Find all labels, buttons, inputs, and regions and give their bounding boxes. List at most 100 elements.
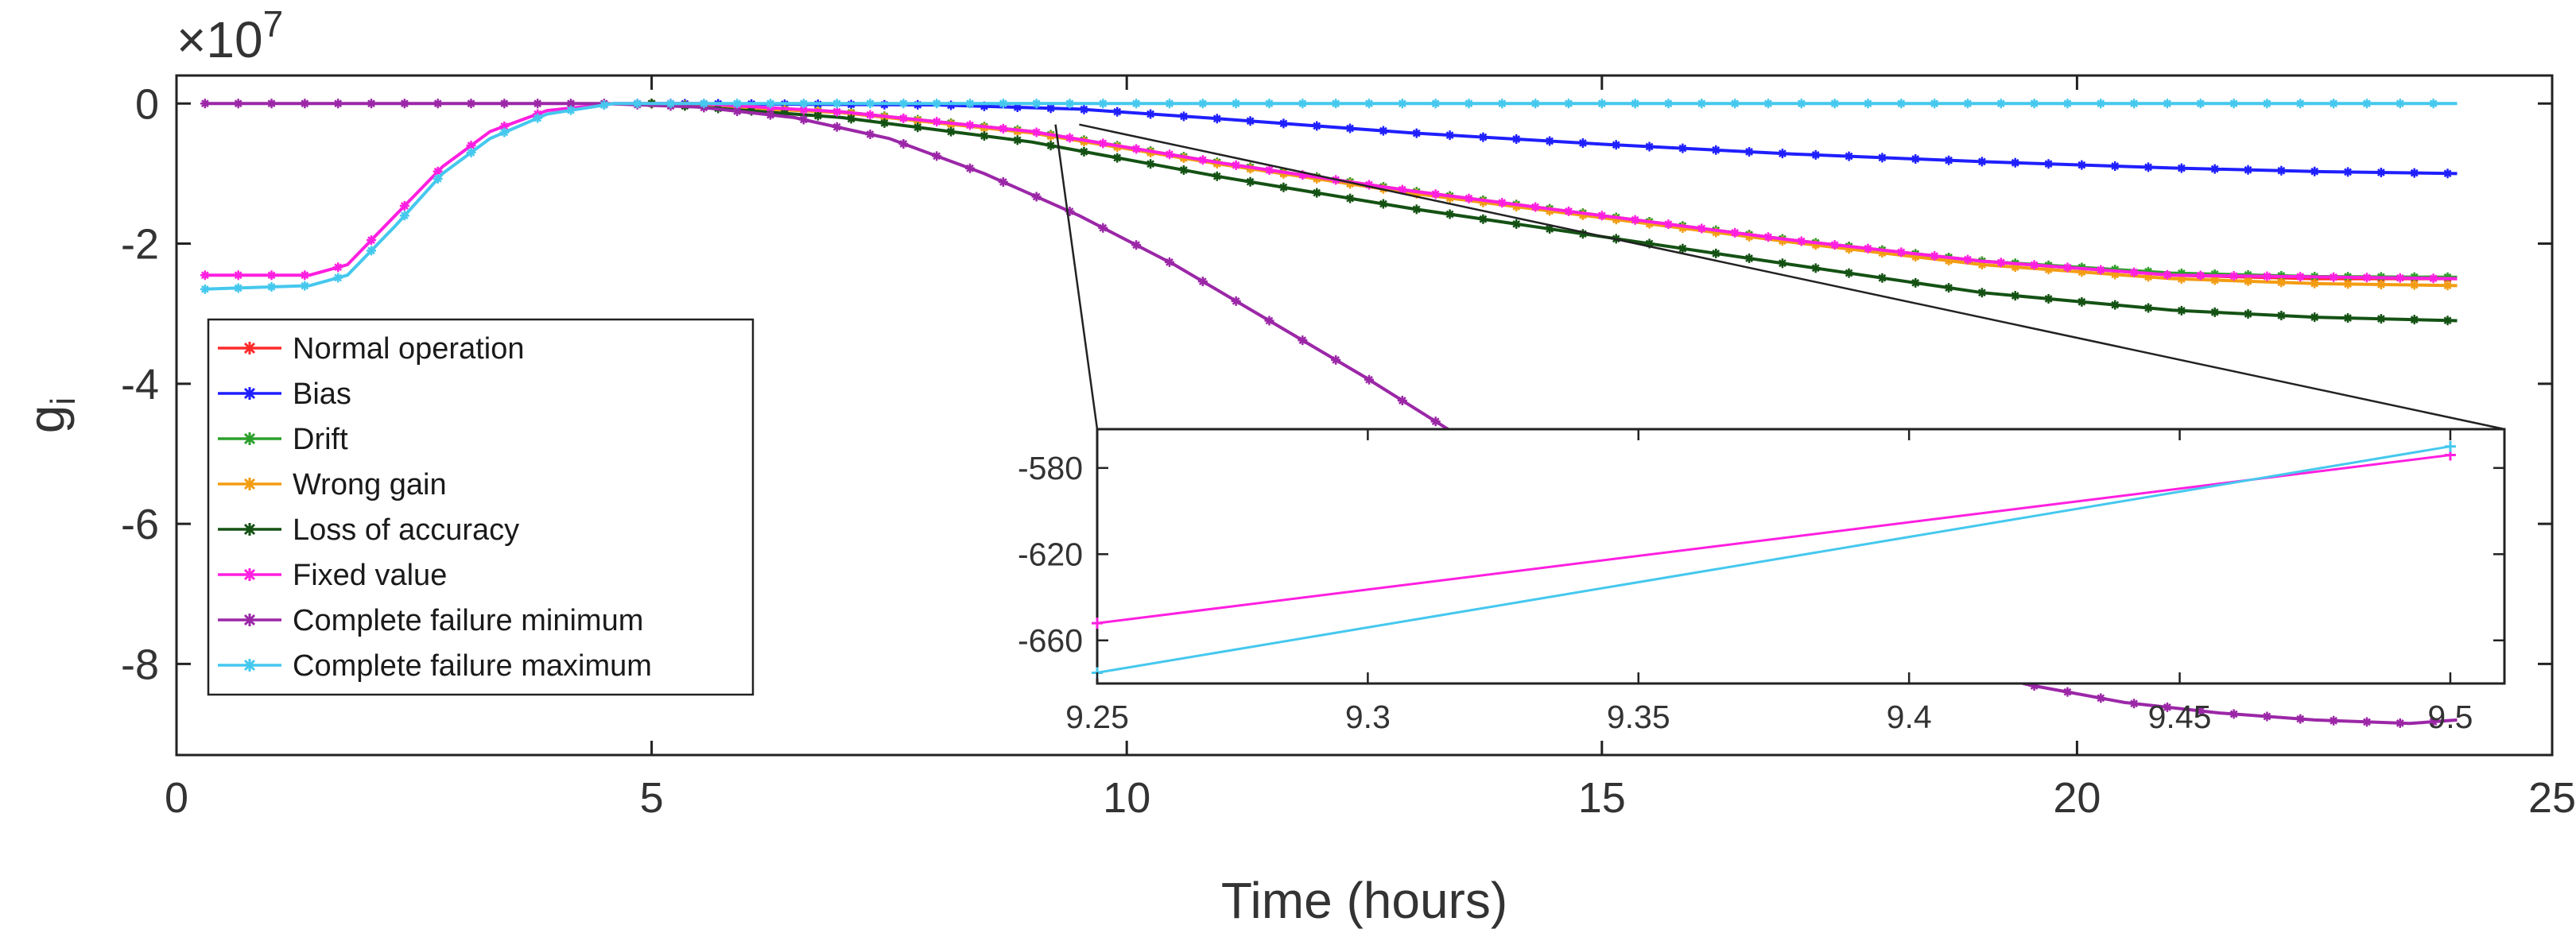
y-exponent-power: 7 bbox=[263, 3, 284, 45]
series-marker bbox=[1364, 374, 1374, 385]
series-marker bbox=[1345, 193, 1356, 203]
main-plot-frame bbox=[175, 74, 2554, 757]
series-marker bbox=[766, 99, 775, 109]
series-marker bbox=[499, 121, 510, 131]
legend-label: Drift bbox=[293, 423, 348, 456]
series-marker bbox=[1863, 99, 1873, 109]
main-axis-ticks: 0 5 10 15 20 25 0 -2 -4 -6 -8 bbox=[121, 76, 2576, 822]
legend-item-fixed-value: Fixed value bbox=[218, 559, 447, 592]
series-marker bbox=[333, 99, 343, 109]
series-marker bbox=[1577, 210, 1588, 220]
y-exponent-base: ×10 bbox=[177, 11, 263, 68]
series-marker bbox=[2029, 260, 2039, 270]
series-marker bbox=[946, 126, 956, 137]
series-marker bbox=[1711, 145, 1721, 155]
series-marker bbox=[1744, 254, 1755, 264]
series-marker bbox=[2276, 277, 2287, 288]
series-line-fixed-value bbox=[204, 102, 2458, 281]
series-marker bbox=[1445, 130, 1455, 141]
series-marker bbox=[1944, 283, 1954, 293]
series-marker bbox=[1996, 99, 2006, 109]
series-marker bbox=[2209, 164, 2220, 174]
series-marker bbox=[1464, 193, 1474, 203]
series-marker bbox=[466, 141, 476, 151]
series-marker bbox=[898, 138, 909, 149]
inset-y-tick-label: -580 bbox=[1018, 450, 1083, 486]
series-marker bbox=[1098, 138, 1108, 149]
series-marker bbox=[1511, 134, 1522, 145]
series-marker bbox=[1777, 149, 1787, 159]
y-tick-label: -8 bbox=[121, 641, 159, 688]
series-marker bbox=[1930, 250, 1940, 261]
inset-y-tick-label: -660 bbox=[1018, 622, 1083, 659]
series-marker bbox=[2329, 272, 2339, 282]
series-marker bbox=[1430, 416, 1441, 427]
series-marker bbox=[1777, 236, 1787, 246]
y-axis-title-main: g bbox=[17, 405, 75, 434]
series-marker bbox=[1445, 209, 1455, 219]
y-tick-label: -2 bbox=[121, 221, 159, 269]
series-line-drift bbox=[651, 102, 2458, 279]
series-marker bbox=[2209, 307, 2220, 317]
series-marker bbox=[466, 147, 476, 157]
series-complete-failure-maximum bbox=[200, 99, 2458, 294]
series-marker bbox=[2329, 715, 2339, 726]
series-marker bbox=[233, 99, 243, 109]
series-marker bbox=[2077, 160, 2087, 170]
series-marker bbox=[367, 99, 377, 109]
series-marker bbox=[1678, 223, 1688, 234]
series-marker bbox=[1445, 193, 1455, 203]
legend-swatch-marker bbox=[243, 523, 256, 536]
series-marker bbox=[1829, 240, 1840, 250]
series-marker bbox=[2395, 273, 2405, 283]
series-marker bbox=[333, 273, 343, 283]
series-marker bbox=[2043, 265, 2054, 275]
series-marker bbox=[1378, 126, 1388, 136]
series-marker bbox=[1430, 189, 1441, 199]
series-marker bbox=[2310, 278, 2320, 288]
series-marker bbox=[2262, 271, 2272, 281]
series-marker bbox=[2176, 163, 2186, 173]
series-marker bbox=[1478, 197, 1488, 207]
series-marker bbox=[1231, 99, 1241, 109]
series-marker bbox=[1278, 168, 1289, 179]
legend-item-bias: Bias bbox=[218, 378, 351, 411]
series-marker bbox=[1663, 219, 1674, 230]
series-marker bbox=[466, 99, 476, 109]
series-marker bbox=[1098, 223, 1108, 233]
x-tick-label: 25 bbox=[2528, 774, 2576, 822]
series-marker bbox=[2262, 711, 2272, 722]
series-marker bbox=[2243, 308, 2253, 319]
x-tick-label: 0 bbox=[165, 774, 188, 822]
series-marker bbox=[998, 99, 1008, 109]
series-marker bbox=[1977, 288, 1987, 298]
series-marker bbox=[1944, 155, 1954, 165]
series-marker bbox=[932, 99, 942, 109]
series-marker bbox=[2329, 99, 2339, 109]
series-marker bbox=[1730, 99, 1740, 109]
series-marker bbox=[1577, 229, 1588, 239]
series-marker bbox=[1197, 155, 1208, 165]
legend-swatch-marker bbox=[243, 568, 256, 581]
series-marker bbox=[233, 270, 243, 281]
series-marker bbox=[1644, 238, 1655, 249]
series-marker bbox=[1231, 296, 1241, 306]
legend-item-loss-of-accuracy: Loss of accuracy bbox=[218, 513, 519, 547]
series-marker bbox=[2442, 316, 2453, 326]
series-marker bbox=[1478, 214, 1488, 224]
series-marker bbox=[1031, 192, 1042, 202]
series-marker bbox=[1197, 277, 1208, 287]
series-marker bbox=[932, 117, 942, 127]
series-marker bbox=[798, 105, 809, 115]
series-marker bbox=[1031, 99, 1042, 109]
series-marker bbox=[1464, 99, 1474, 109]
x-axis-title: Time (hours) bbox=[1221, 872, 1507, 929]
series-marker bbox=[898, 99, 909, 109]
series-marker bbox=[2295, 714, 2306, 724]
series-marker bbox=[2428, 273, 2438, 284]
legend-label: Fixed value bbox=[293, 559, 447, 592]
series-marker bbox=[732, 106, 743, 116]
series-marker bbox=[1312, 174, 1322, 184]
series-marker bbox=[1930, 99, 1940, 109]
